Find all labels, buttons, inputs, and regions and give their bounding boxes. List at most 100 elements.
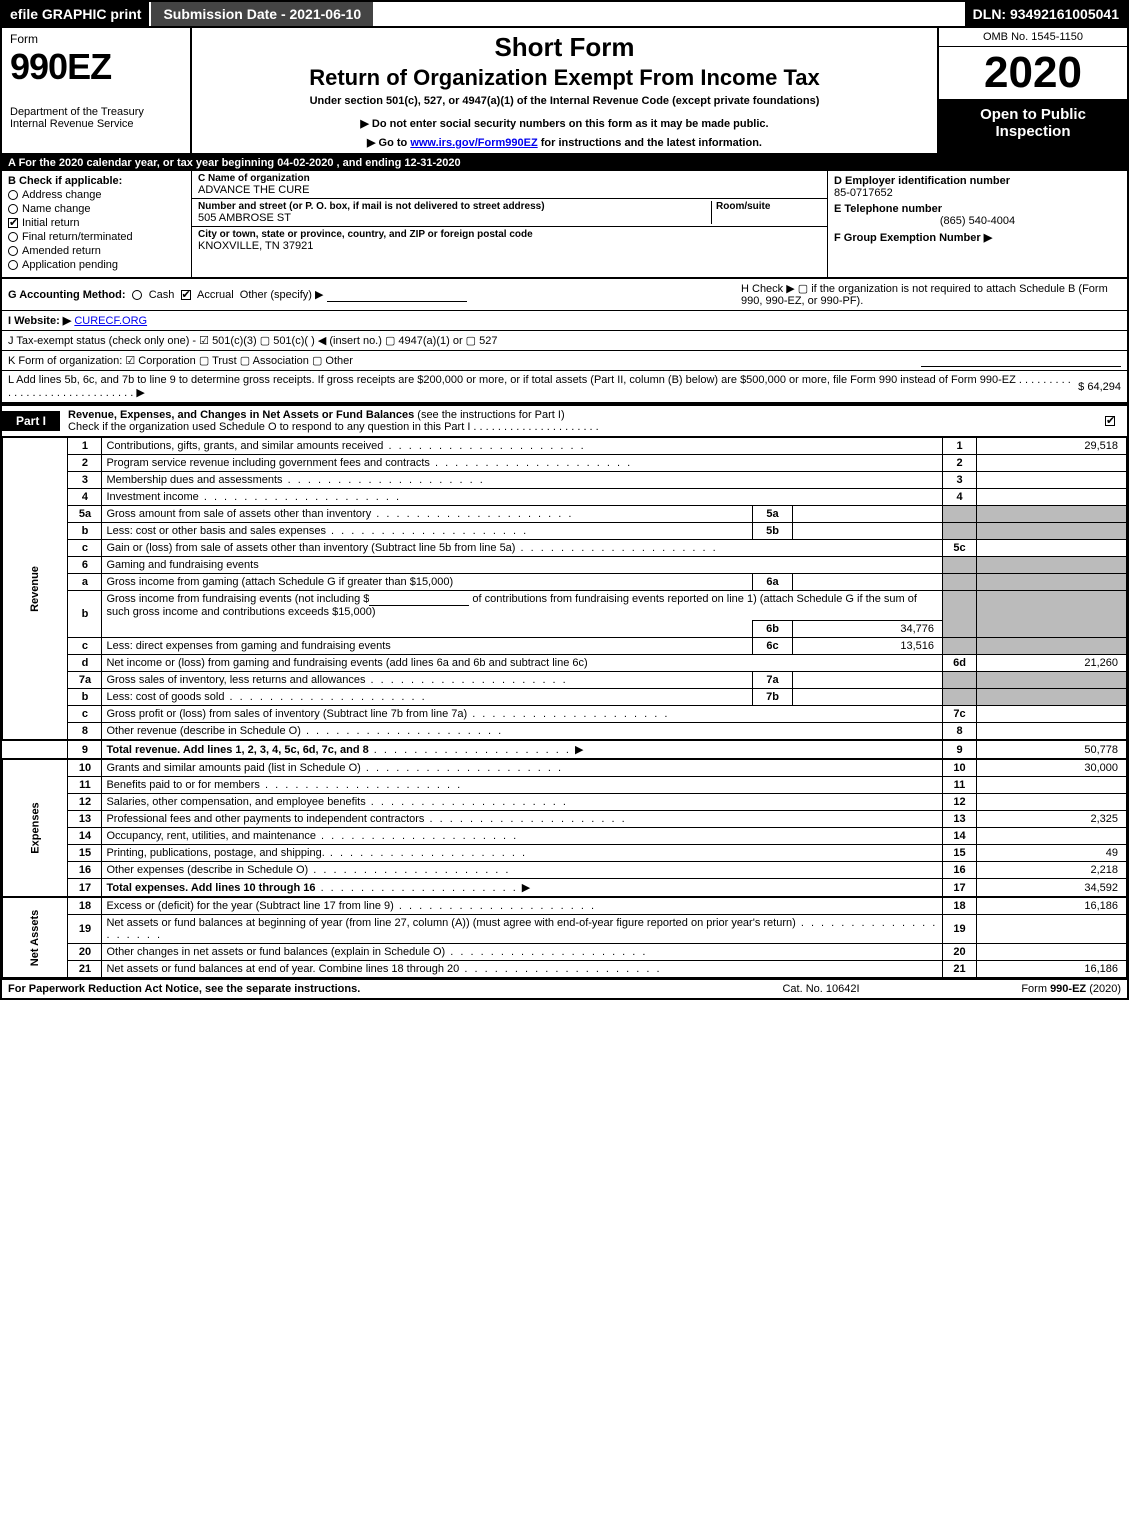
irs-link[interactable]: www.irs.gov/Form990EZ (410, 137, 537, 149)
c-street-label: Number and street (or P. O. box, if mail… (198, 201, 711, 212)
h-text: H Check ▶ ▢ if the organization is not r… (741, 282, 1121, 307)
part1-subtitle: (see the instructions for Part I) (417, 409, 564, 421)
form-990ez-page: efile GRAPHIC print Submission Date - 20… (0, 0, 1129, 1000)
spacer (373, 2, 965, 26)
row-g-h: G Accounting Method: Cash Accrual Other … (2, 279, 1127, 311)
e-label: E Telephone number (834, 203, 1121, 215)
f-label: F Group Exemption Number ▶ (834, 231, 1121, 244)
ein: 85-0717652 (834, 187, 1121, 199)
section-c: C Name of organization ADVANCE THE CURE … (192, 171, 827, 277)
cat-no: Cat. No. 10642I (721, 983, 921, 995)
amt-11 (977, 777, 1127, 794)
amt-10: 30,000 (977, 759, 1127, 777)
cb-accrual[interactable] (181, 290, 191, 300)
sub-5a (793, 506, 943, 523)
cb-amended-return[interactable]: Amended return (8, 245, 185, 257)
submission-date: Submission Date - 2021-06-10 (149, 2, 373, 26)
under-section: Under section 501(c), 527, or 4947(a)(1)… (202, 95, 927, 107)
section-b: B Check if applicable: Address change Na… (2, 171, 192, 277)
return-title: Return of Organization Exempt From Incom… (202, 65, 927, 91)
sub-7b (793, 689, 943, 706)
row-k: K Form of organization: ☑ Corporation ▢ … (2, 351, 1127, 371)
cb-initial-return[interactable]: Initial return (8, 217, 185, 229)
part1-tag: Part I (2, 411, 60, 431)
amt-18: 16,186 (977, 897, 1127, 915)
form-ref: Form 990-EZ (2020) (921, 983, 1121, 995)
efile-print-button[interactable]: efile GRAPHIC print (2, 2, 149, 26)
website-link[interactable]: CURECF.ORG (74, 315, 147, 327)
line-a-tax-year: A For the 2020 calendar year, or tax yea… (2, 155, 1127, 171)
sub-7a (793, 672, 943, 689)
amt-4 (977, 489, 1127, 506)
section-def: D Employer identification number 85-0717… (827, 171, 1127, 277)
amt-20 (977, 944, 1127, 961)
goto-pre: ▶ Go to (367, 137, 410, 149)
dept-treasury: Department of the Treasury Internal Reve… (10, 106, 182, 130)
part1-table: Revenue 1 Contributions, gifts, grants, … (2, 437, 1127, 978)
amt-17: 34,592 (977, 879, 1127, 898)
header-center: Short Form Return of Organization Exempt… (192, 28, 937, 153)
sub-6c: 13,516 (793, 638, 943, 655)
omb-number: OMB No. 1545-1150 (939, 28, 1127, 47)
part1-checkbox[interactable] (1105, 416, 1115, 426)
amt-2 (977, 455, 1127, 472)
amt-7c (977, 706, 1127, 723)
part1-checkline: Check if the organization used Schedule … (68, 421, 599, 433)
6b-contrib-input[interactable] (369, 593, 469, 606)
dln: DLN: 93492161005041 (965, 2, 1127, 26)
amt-9: 50,778 (977, 740, 1127, 759)
header-left: Form 990EZ Department of the Treasury In… (2, 28, 192, 153)
sidelabel-revenue: Revenue (3, 438, 68, 741)
amt-13: 2,325 (977, 811, 1127, 828)
c-city-label: City or town, state or province, country… (198, 229, 821, 240)
no-ssn-notice: ▶ Do not enter social security numbers o… (202, 117, 927, 130)
amt-21: 16,186 (977, 961, 1127, 978)
sidelabel-expenses: Expenses (3, 759, 68, 897)
form-header: Form 990EZ Department of the Treasury In… (2, 28, 1127, 155)
k-text: K Form of organization: ☑ Corporation ▢ … (8, 354, 915, 367)
org-street: 505 AMBROSE ST (198, 212, 711, 224)
part1-header: Part I Revenue, Expenses, and Changes in… (2, 404, 1127, 437)
k-other-input[interactable] (921, 354, 1121, 367)
g-label: G Accounting Method: (8, 289, 126, 301)
c-name-label: C Name of organization (198, 173, 821, 184)
cb-name-change[interactable]: Name change (8, 203, 185, 215)
row-j: J Tax-exempt status (check only one) - ☑… (2, 331, 1127, 351)
top-bar: efile GRAPHIC print Submission Date - 20… (2, 2, 1127, 28)
i-label: I Website: ▶ (8, 315, 71, 327)
amt-14 (977, 828, 1127, 845)
part1-title: Revenue, Expenses, and Changes in Net As… (68, 409, 414, 421)
form-word: Form (10, 32, 182, 46)
other-method-input[interactable] (327, 289, 467, 302)
phone: (865) 540-4004 (834, 215, 1121, 227)
goto-post: for instructions and the latest informat… (538, 137, 762, 149)
amt-16: 2,218 (977, 862, 1127, 879)
cb-cash[interactable] (132, 290, 142, 300)
l-text: L Add lines 5b, 6c, and 7b to line 9 to … (8, 374, 1072, 399)
amt-19 (977, 915, 1127, 944)
sub-6a (793, 574, 943, 591)
amt-6d: 21,260 (977, 655, 1127, 672)
amt-15: 49 (977, 845, 1127, 862)
amt-12 (977, 794, 1127, 811)
tax-year: 2020 (939, 47, 1127, 100)
entity-block: B Check if applicable: Address change Na… (2, 171, 1127, 279)
form-number: 990EZ (10, 46, 182, 88)
cb-application-pending[interactable]: Application pending (8, 259, 185, 271)
l-amount: $ 64,294 (1078, 381, 1121, 393)
org-name: ADVANCE THE CURE (198, 184, 821, 196)
b-header: B Check if applicable: (8, 175, 185, 187)
goto-line: ▶ Go to www.irs.gov/Form990EZ for instru… (202, 136, 927, 149)
cb-final-return[interactable]: Final return/terminated (8, 231, 185, 243)
d-label: D Employer identification number (834, 175, 1121, 187)
c-room-label: Room/suite (716, 201, 821, 212)
j-text: J Tax-exempt status (check only one) - ☑… (8, 334, 1121, 347)
amt-3 (977, 472, 1127, 489)
row-l: L Add lines 5b, 6c, and 7b to line 9 to … (2, 371, 1127, 404)
amt-1: 29,518 (977, 438, 1127, 455)
amt-5c (977, 540, 1127, 557)
short-form-title: Short Form (202, 32, 927, 63)
cb-address-change[interactable]: Address change (8, 189, 185, 201)
paperwork-notice: For Paperwork Reduction Act Notice, see … (8, 983, 721, 995)
amt-8 (977, 723, 1127, 741)
